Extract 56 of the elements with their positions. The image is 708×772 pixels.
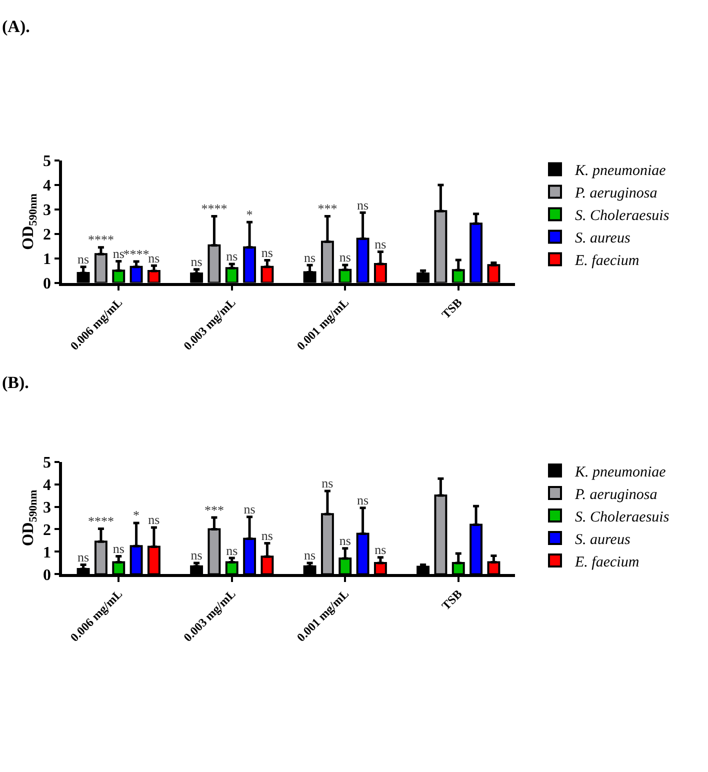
data-label: ns bbox=[78, 252, 90, 267]
legend-label: K. pneumoniae bbox=[574, 163, 666, 180]
y-tick-label: 1 bbox=[43, 250, 52, 268]
data-label: **** bbox=[88, 232, 114, 248]
data-label: ns bbox=[148, 512, 160, 528]
data-label: ns bbox=[148, 250, 160, 266]
data-label: ns bbox=[112, 246, 124, 262]
y-tick-label: 3 bbox=[43, 202, 52, 220]
data-label: *** bbox=[318, 201, 338, 216]
data-label: ns bbox=[261, 528, 273, 543]
data-label: ns bbox=[112, 540, 124, 556]
data-label: ns bbox=[226, 542, 238, 558]
y-tick-label: 2 bbox=[43, 226, 52, 244]
data-label: ns bbox=[304, 250, 316, 265]
data-label: ns bbox=[78, 550, 90, 565]
data-label: ns bbox=[339, 533, 351, 548]
y-tick-label: 5 bbox=[43, 454, 52, 472]
data-label: ns bbox=[339, 250, 351, 265]
y-tick-label: 0 bbox=[43, 566, 52, 584]
data-label: ns bbox=[190, 548, 202, 563]
data-label: ns bbox=[357, 197, 369, 212]
legend-label: S. aureus bbox=[575, 230, 630, 247]
data-label: ns bbox=[357, 492, 369, 508]
data-label: ns bbox=[190, 254, 202, 270]
data-label: ns bbox=[261, 245, 273, 260]
data-label: * bbox=[133, 508, 140, 523]
legend-label: S. Choleraesuis bbox=[575, 208, 670, 224]
y-tick-label: 1 bbox=[43, 544, 52, 562]
chart-title: (B). bbox=[2, 373, 29, 392]
data-label: **** bbox=[201, 201, 228, 216]
data-label: **** bbox=[123, 246, 150, 262]
y-tick-label: 3 bbox=[43, 499, 52, 516]
x-tick-label: TSB bbox=[438, 295, 465, 322]
legend-label: E. faecium bbox=[574, 253, 640, 270]
y-tick-label: 2 bbox=[43, 522, 52, 539]
y-tick-label: 4 bbox=[43, 178, 52, 195]
x-tick-label: TSB bbox=[438, 586, 465, 613]
data-label: ns bbox=[374, 236, 386, 252]
data-label: ns bbox=[244, 502, 256, 517]
data-label: ns bbox=[226, 248, 238, 264]
legend-label: P. aeruginosa bbox=[574, 186, 658, 202]
legend-label: P. aeruginosa bbox=[574, 486, 658, 503]
legend-label: K. pneumoniae bbox=[574, 464, 666, 480]
data-label: ns bbox=[322, 476, 334, 491]
y-tick-label: 0 bbox=[43, 275, 52, 292]
legend-label: E. faecium bbox=[574, 554, 640, 570]
chart-title: (A). bbox=[2, 17, 30, 36]
data-label: ns bbox=[304, 548, 316, 563]
y-tick-label: 4 bbox=[43, 476, 52, 494]
data-label: *** bbox=[204, 502, 224, 518]
data-label: * bbox=[246, 206, 253, 222]
data-label: **** bbox=[88, 514, 114, 529]
legend-label: S. aureus bbox=[575, 532, 630, 548]
legend-label: S. Choleraesuis bbox=[575, 509, 670, 526]
data-label: ns bbox=[374, 542, 386, 558]
y-tick-label: 5 bbox=[43, 153, 52, 170]
